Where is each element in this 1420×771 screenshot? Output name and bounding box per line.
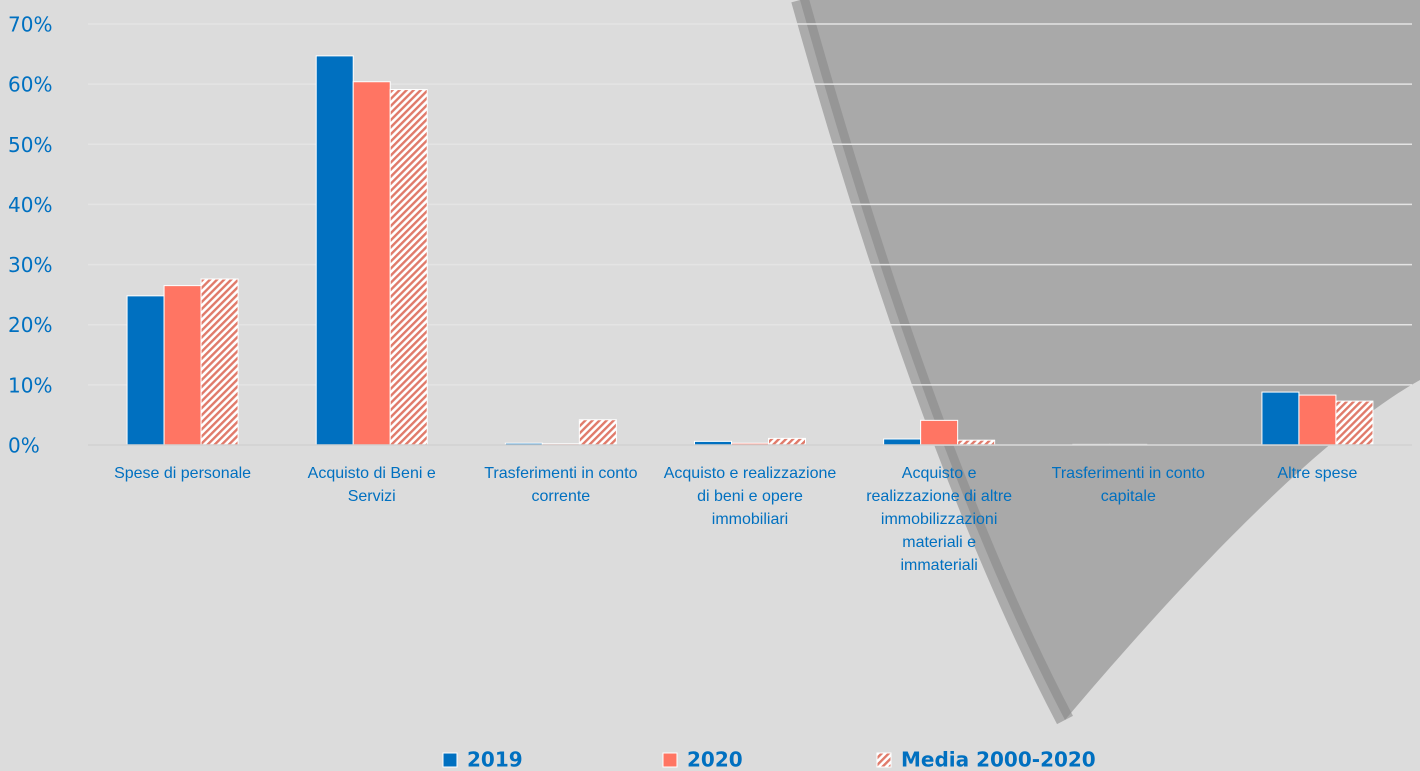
bar [1335, 400, 1374, 446]
bar [578, 419, 617, 446]
bar [163, 285, 202, 446]
legend-swatch [442, 752, 458, 768]
y-tick-label: 70% [8, 13, 52, 37]
legend-swatch [662, 752, 678, 768]
bar [352, 81, 391, 446]
background-edge [791, 0, 1073, 725]
y-tick-label: 60% [8, 73, 52, 97]
y-tick-label: 20% [8, 313, 52, 337]
background-shape [800, 0, 1420, 720]
y-tick-label: 0% [8, 434, 40, 458]
x-tick-label: Acquisto di Beni e Servizi [307, 465, 436, 505]
y-tick-label: 50% [8, 133, 52, 157]
legend-label: 2019 [467, 748, 523, 771]
x-tick-label: Spese di personale [114, 465, 252, 482]
bar [315, 55, 354, 446]
bar [768, 437, 806, 446]
x-tick-label: Acquisto e realizzazione di beni e opere… [663, 465, 837, 528]
bar [200, 278, 239, 446]
x-tick-label: Acquisto e realizzazione di altre immobi… [866, 465, 1013, 574]
legend-label: 2020 [687, 748, 743, 771]
x-tick-label: Altre spese [1277, 465, 1358, 482]
bar [883, 438, 922, 446]
legend-label: Media 2000-2020 [901, 748, 1096, 771]
y-tick-label: 30% [8, 253, 52, 277]
bar [389, 89, 428, 446]
y-tick-label: 10% [8, 373, 52, 397]
bar [920, 419, 959, 446]
y-tick-label: 40% [8, 193, 52, 217]
legend-swatch [876, 752, 892, 768]
bar [1298, 394, 1337, 446]
bar [126, 295, 165, 446]
x-tick-label: Trasferimenti in conto corrente [484, 465, 638, 505]
bar [1261, 391, 1300, 446]
x-tick-label: Trasferimenti in conto capitale [1051, 465, 1205, 505]
